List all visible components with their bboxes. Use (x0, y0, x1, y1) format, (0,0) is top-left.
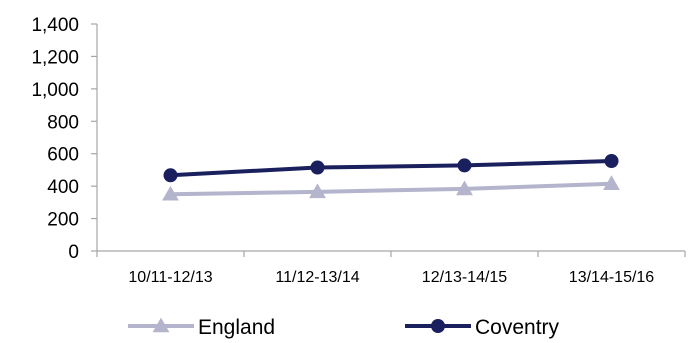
series-coventry (163, 154, 619, 183)
y-tick-label: 0 (68, 242, 79, 263)
legend-marker (431, 319, 445, 333)
data-point (456, 180, 473, 196)
series-line (168, 159, 614, 178)
data-point (457, 158, 472, 173)
legend-item-coventry: Coventry (405, 316, 560, 339)
data-point (162, 185, 179, 201)
y-axis-ticks: 0 200 400 600 800 1,000 1,200 1,400 (31, 15, 97, 263)
x-tick-label: 13/14-15/16 (569, 269, 655, 286)
legend-label: Coventry (475, 316, 560, 339)
y-tick-label: 1,400 (31, 15, 79, 36)
legend-item-england: England (128, 316, 275, 339)
y-tick-label: 800 (47, 112, 79, 133)
series-england (162, 175, 620, 201)
x-tick-label: 10/11-12/13 (128, 269, 212, 286)
x-tick-label: 11/12-13/14 (275, 269, 359, 286)
y-tick-label: 200 (47, 210, 79, 231)
x-axis-ticks: 10/11-12/13 11/12-13/14 12/13-14/15 13/14-1… (96, 251, 686, 286)
x-tick-label: 12/13-14/15 (422, 269, 508, 286)
series-lines (162, 154, 620, 201)
data-point (309, 183, 326, 199)
legend: England Coventry (128, 316, 560, 339)
y-tick-label: 1,200 (31, 47, 79, 68)
y-tick-label: 600 (47, 145, 79, 166)
legend-marker (152, 317, 170, 333)
y-tick-label: 400 (47, 177, 79, 198)
data-point (603, 175, 620, 191)
series-line (168, 181, 614, 197)
data-point (604, 154, 619, 169)
y-tick-label: 1,000 (31, 80, 79, 101)
data-point (310, 160, 325, 175)
legend-label: England (198, 316, 275, 339)
axes (96, 24, 685, 252)
data-point (163, 168, 178, 183)
